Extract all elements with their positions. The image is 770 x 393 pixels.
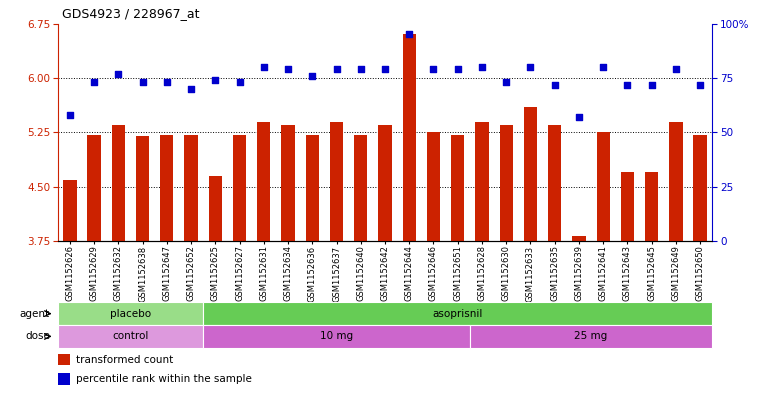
Point <box>403 31 415 38</box>
Bar <box>281 125 295 241</box>
Point <box>524 64 537 70</box>
Bar <box>209 176 222 241</box>
Bar <box>58 373 69 385</box>
Point <box>451 66 464 72</box>
Text: 25 mg: 25 mg <box>574 331 608 342</box>
Text: percentile rank within the sample: percentile rank within the sample <box>76 374 252 384</box>
Point <box>476 64 488 70</box>
Text: asoprisnil: asoprisnil <box>433 309 483 319</box>
Bar <box>306 135 319 241</box>
Point <box>694 81 706 88</box>
Bar <box>451 135 464 241</box>
Bar <box>694 135 707 241</box>
Bar <box>378 125 392 241</box>
Bar <box>257 121 270 241</box>
Bar <box>160 135 173 241</box>
Bar <box>233 135 246 241</box>
Point <box>185 86 197 92</box>
Bar <box>470 325 712 348</box>
Bar <box>203 302 712 325</box>
Bar <box>354 135 367 241</box>
Bar <box>58 354 69 365</box>
Bar <box>136 136 149 241</box>
Bar <box>645 173 658 241</box>
Point <box>306 73 319 79</box>
Bar <box>572 236 586 241</box>
Bar <box>621 173 634 241</box>
Text: dose: dose <box>25 331 50 342</box>
Point <box>112 70 125 77</box>
Text: agent: agent <box>20 309 50 319</box>
Text: 10 mg: 10 mg <box>320 331 353 342</box>
Bar <box>58 302 203 325</box>
Bar <box>203 325 470 348</box>
Bar <box>524 107 537 241</box>
Text: GDS4923 / 228967_at: GDS4923 / 228967_at <box>62 7 199 20</box>
Bar <box>58 325 203 348</box>
Point <box>573 114 585 120</box>
Bar <box>669 121 682 241</box>
Point <box>282 66 294 72</box>
Bar <box>184 135 198 241</box>
Point <box>233 79 246 86</box>
Bar <box>427 132 440 241</box>
Text: control: control <box>112 331 149 342</box>
Point <box>161 79 173 86</box>
Point <box>500 79 512 86</box>
Point <box>64 112 76 118</box>
Bar <box>597 132 610 241</box>
Point <box>136 79 149 86</box>
Bar <box>500 125 513 241</box>
Text: placebo: placebo <box>110 309 151 319</box>
Point <box>548 81 561 88</box>
Point <box>355 66 367 72</box>
Point <box>258 64 270 70</box>
Bar <box>548 125 561 241</box>
Point <box>88 79 100 86</box>
Point <box>597 64 609 70</box>
Point <box>645 81 658 88</box>
Point <box>209 77 222 83</box>
Point <box>427 66 440 72</box>
Bar <box>63 180 76 241</box>
Point <box>330 66 343 72</box>
Point <box>621 81 634 88</box>
Point <box>670 66 682 72</box>
Bar <box>330 121 343 241</box>
Text: transformed count: transformed count <box>76 354 173 365</box>
Bar <box>112 125 125 241</box>
Point <box>379 66 391 72</box>
Bar <box>88 135 101 241</box>
Bar <box>475 121 489 241</box>
Bar <box>403 35 416 241</box>
